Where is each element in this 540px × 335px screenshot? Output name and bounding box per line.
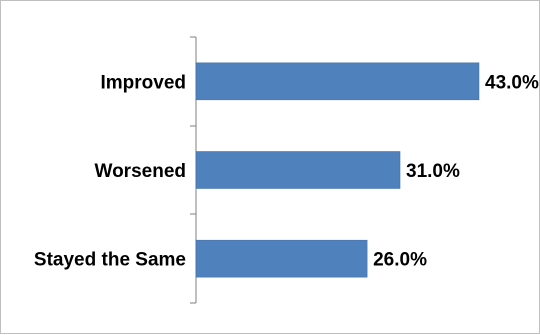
value-label: 26.0% xyxy=(373,250,427,271)
value-label: 31.0% xyxy=(406,161,460,182)
axis-layer xyxy=(190,36,197,304)
bar-stayed-the-same xyxy=(195,239,368,278)
category-label: Improved xyxy=(100,72,186,93)
bar-worsened xyxy=(195,151,401,189)
bars-layer xyxy=(195,62,480,278)
category-label: Stayed the Same xyxy=(34,250,186,271)
value-label: 43.0% xyxy=(485,72,539,93)
bar-improved xyxy=(195,62,480,101)
labels-layer: Improved 43.0% Worsened 31.0% Stayed the Sam… xyxy=(34,72,539,270)
category-label: Worsened xyxy=(94,161,186,182)
